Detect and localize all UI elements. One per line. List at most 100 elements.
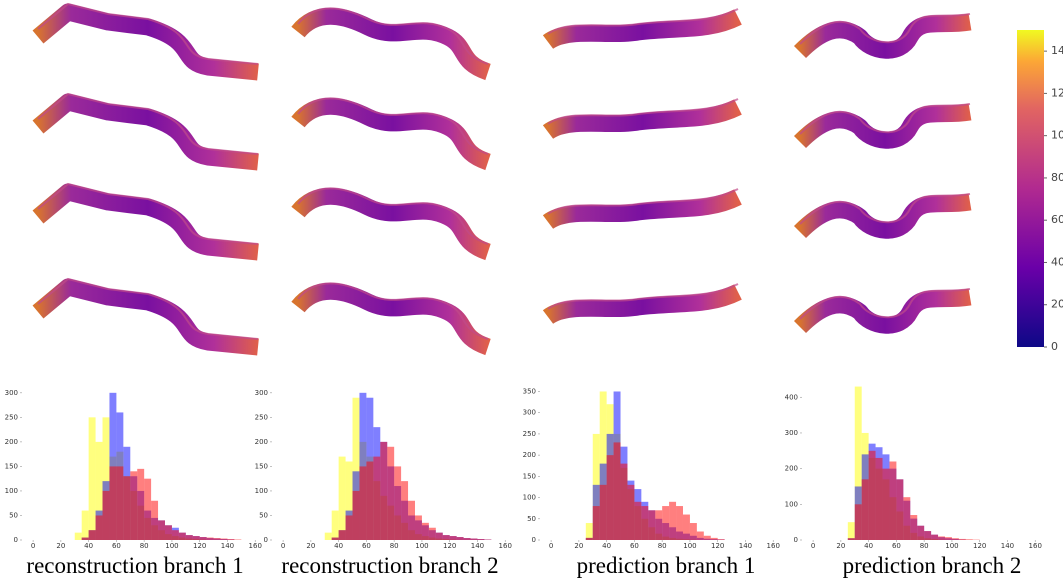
histogram-bar bbox=[380, 442, 387, 540]
colorbar-tick-label: 0 bbox=[1051, 340, 1058, 353]
histogram-bar bbox=[607, 455, 614, 540]
histogram-bar bbox=[952, 538, 959, 540]
histogram-bar bbox=[82, 511, 89, 540]
histogram-bar bbox=[848, 538, 855, 540]
render bbox=[298, 188, 488, 252]
y-tick-label: 300 bbox=[785, 429, 798, 437]
x-tick-label: 160 bbox=[249, 542, 262, 550]
caption: prediction branch 1 bbox=[577, 553, 756, 578]
y-tick-label: 300 bbox=[255, 389, 268, 397]
y-tick-label: 200 bbox=[523, 451, 536, 459]
histogram-bar bbox=[353, 491, 360, 540]
render-surface bbox=[800, 112, 970, 142]
histogram-bar bbox=[910, 515, 917, 540]
render bbox=[548, 9, 738, 42]
histogram-bar bbox=[227, 539, 234, 540]
histogram-bar bbox=[339, 530, 346, 540]
histogram-bar bbox=[103, 491, 110, 540]
y-tick-label: 250 bbox=[5, 413, 18, 421]
histogram-bar bbox=[896, 479, 903, 540]
colorbar-tick-label: 20 bbox=[1051, 298, 1063, 311]
render-surface bbox=[800, 297, 970, 327]
histogram-bar bbox=[883, 469, 890, 540]
caption: prediction branch 2 bbox=[843, 553, 1022, 578]
histogram-bar bbox=[471, 539, 478, 540]
histogram-bar bbox=[429, 528, 436, 540]
y-tick-label: 0 bbox=[794, 536, 798, 544]
histogram-bar bbox=[966, 539, 973, 540]
x-tick-label: 0 bbox=[811, 542, 815, 550]
histogram-bar bbox=[697, 532, 704, 540]
histogram-bar bbox=[109, 466, 116, 540]
render-surface bbox=[548, 197, 738, 222]
y-tick-label: 200 bbox=[785, 465, 798, 473]
x-tick-label: 80 bbox=[920, 542, 929, 550]
histogram-bar bbox=[655, 510, 662, 540]
render-surface bbox=[548, 17, 738, 42]
colorbar-tick-label: 140 bbox=[1051, 44, 1063, 57]
x-tick-label: 60 bbox=[112, 542, 121, 550]
x-tick-label: 80 bbox=[390, 542, 399, 550]
y-tick-label: 100 bbox=[5, 487, 18, 495]
histogram-bar bbox=[862, 479, 869, 540]
histogram-bar bbox=[387, 447, 394, 540]
y-tick-label: 0 bbox=[264, 536, 268, 544]
x-tick-label: 20 bbox=[836, 542, 845, 550]
colorbar-tick-label: 120 bbox=[1051, 86, 1063, 99]
render bbox=[298, 283, 488, 347]
histogram-bar bbox=[931, 535, 938, 540]
histogram-bar bbox=[179, 533, 186, 540]
histogram-bar bbox=[436, 533, 443, 540]
histogram-bar bbox=[221, 539, 228, 540]
y-tick-label: 250 bbox=[523, 430, 536, 438]
render bbox=[38, 184, 258, 252]
render bbox=[800, 14, 970, 52]
render bbox=[800, 289, 970, 327]
y-tick-label: 50 bbox=[259, 511, 268, 519]
x-tick-label: 120 bbox=[973, 542, 986, 550]
y-tick-label: 0 bbox=[14, 536, 18, 544]
histogram-bar bbox=[415, 515, 422, 540]
render-surface bbox=[38, 287, 258, 347]
histogram-bar bbox=[123, 476, 130, 540]
x-tick-label: 20 bbox=[306, 542, 315, 550]
y-tick-label: 100 bbox=[255, 487, 268, 495]
render bbox=[38, 4, 258, 72]
histogram-bar bbox=[621, 464, 628, 540]
histogram-bar bbox=[457, 537, 464, 540]
y-tick-label: 100 bbox=[785, 500, 798, 508]
render bbox=[548, 99, 738, 132]
histogram-bar bbox=[366, 462, 373, 541]
histogram-bar bbox=[690, 523, 697, 540]
y-tick-label: 200 bbox=[5, 438, 18, 446]
y-tick-label: 350 bbox=[523, 387, 536, 395]
render-surface bbox=[548, 292, 738, 317]
histogram-bar bbox=[408, 501, 415, 540]
histogram-bar bbox=[869, 451, 876, 540]
histogram-bar bbox=[75, 533, 82, 540]
histogram-bar bbox=[89, 530, 96, 540]
y-tick-label: 300 bbox=[5, 389, 18, 397]
histogram-bar bbox=[711, 538, 718, 540]
histogram-bar bbox=[151, 501, 158, 540]
histogram-bar bbox=[89, 417, 96, 540]
x-tick-label: 0 bbox=[31, 542, 35, 550]
render-surface bbox=[38, 192, 258, 252]
x-tick-label: 140 bbox=[1001, 542, 1014, 550]
histogram-bar bbox=[464, 538, 471, 540]
y-tick-label: 0 bbox=[532, 536, 536, 544]
histogram-bar bbox=[401, 481, 408, 540]
histogram-bar bbox=[373, 457, 380, 540]
x-tick-label: 80 bbox=[658, 542, 667, 550]
histogram-bar bbox=[586, 538, 593, 540]
histogram-bar bbox=[586, 523, 593, 540]
histogram-bar bbox=[938, 536, 945, 540]
histogram-bar bbox=[332, 511, 339, 540]
histogram-bar bbox=[848, 522, 855, 540]
histogram-bar bbox=[903, 497, 910, 540]
render bbox=[38, 94, 258, 162]
histogram-bar bbox=[443, 535, 450, 540]
histogram-bar bbox=[627, 485, 634, 540]
render bbox=[548, 284, 738, 317]
histogram-bar bbox=[648, 510, 655, 540]
